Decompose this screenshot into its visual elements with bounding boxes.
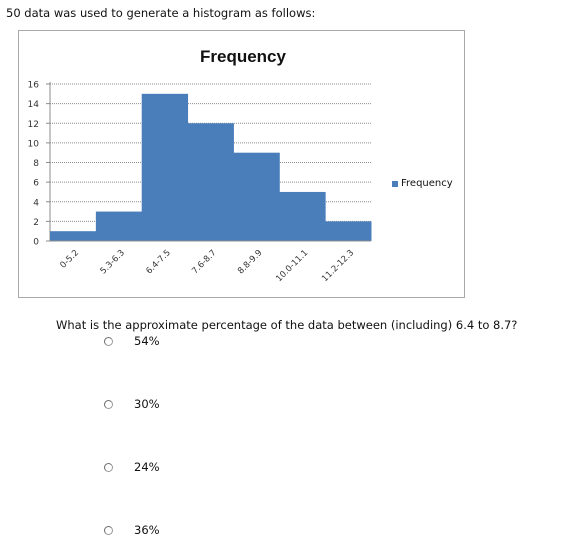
option-54[interactable]: 54% <box>104 334 160 348</box>
y-tick-label: 6 <box>33 179 39 189</box>
y-tick-label: 0 <box>33 238 39 248</box>
histogram-bar <box>141 93 189 241</box>
radio-button[interactable] <box>104 399 113 409</box>
y-tick-label: 2 <box>33 218 39 228</box>
option-24[interactable]: 24% <box>104 460 160 474</box>
histogram-chart: Frequency 0 2 4 6 8 10 12 14 16 0-5.2 5.3-6.3 6.4-7.… <box>18 30 465 298</box>
option-30[interactable]: 30% <box>104 397 160 411</box>
histogram-bar <box>187 123 234 241</box>
chart-legend: Frequency <box>392 178 453 189</box>
radio-button[interactable] <box>104 336 113 346</box>
legend-swatch <box>392 180 398 187</box>
option-label: 36% <box>134 523 160 537</box>
question-text: What is the approximate percentage of th… <box>56 318 518 332</box>
histogram-bar <box>279 191 326 241</box>
intro-text: 50 data was used to generate a histogram… <box>6 6 316 20</box>
option-label: 30% <box>134 397 160 411</box>
x-tick-label: 10.0-11.1 <box>274 248 310 284</box>
radio-button[interactable] <box>104 525 113 535</box>
x-tick-label: 7.6-8.7 <box>190 248 218 276</box>
y-tick-label: 8 <box>33 159 39 169</box>
chart-title: Frequency <box>200 47 287 66</box>
x-tick-label: 6.4-7.5 <box>144 248 172 276</box>
histogram-bar <box>325 221 372 241</box>
x-tick-label: 5.3-6.3 <box>99 248 127 276</box>
y-tick-label: 4 <box>33 198 39 208</box>
histogram-bar <box>95 211 143 241</box>
x-tick-label: 11.2-12.3 <box>320 248 356 284</box>
y-tick-label: 14 <box>28 100 40 110</box>
x-tick-label: 8.8-9.9 <box>236 248 264 276</box>
y-tick-label: 16 <box>28 81 40 91</box>
option-label: 54% <box>134 334 160 348</box>
option-36[interactable]: 36% <box>104 523 160 537</box>
histogram-svg: Frequency 0 2 4 6 8 10 12 14 16 0-5.2 5.3-6.3 6.4-7.… <box>28 47 372 284</box>
y-tick-label: 10 <box>28 139 40 149</box>
x-tick-label: 0-5.2 <box>58 248 81 271</box>
radio-button[interactable] <box>104 462 113 472</box>
legend-label: Frequency <box>401 178 453 189</box>
histogram-bar <box>233 152 280 241</box>
histogram-bar <box>50 231 97 241</box>
y-tick-label: 12 <box>28 120 39 130</box>
option-label: 24% <box>134 460 160 474</box>
